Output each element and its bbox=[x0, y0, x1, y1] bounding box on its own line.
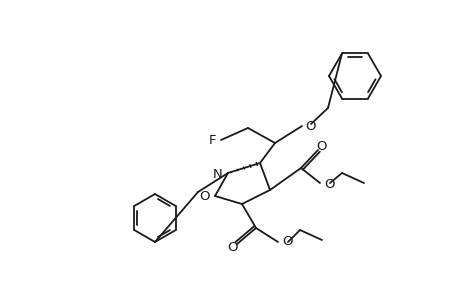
Text: O: O bbox=[199, 190, 210, 203]
Text: O: O bbox=[281, 236, 292, 248]
Text: O: O bbox=[323, 178, 334, 190]
Text: N: N bbox=[213, 167, 223, 181]
Text: O: O bbox=[316, 140, 326, 152]
Text: O: O bbox=[304, 119, 315, 133]
Text: F: F bbox=[208, 134, 216, 146]
Text: O: O bbox=[227, 242, 238, 254]
